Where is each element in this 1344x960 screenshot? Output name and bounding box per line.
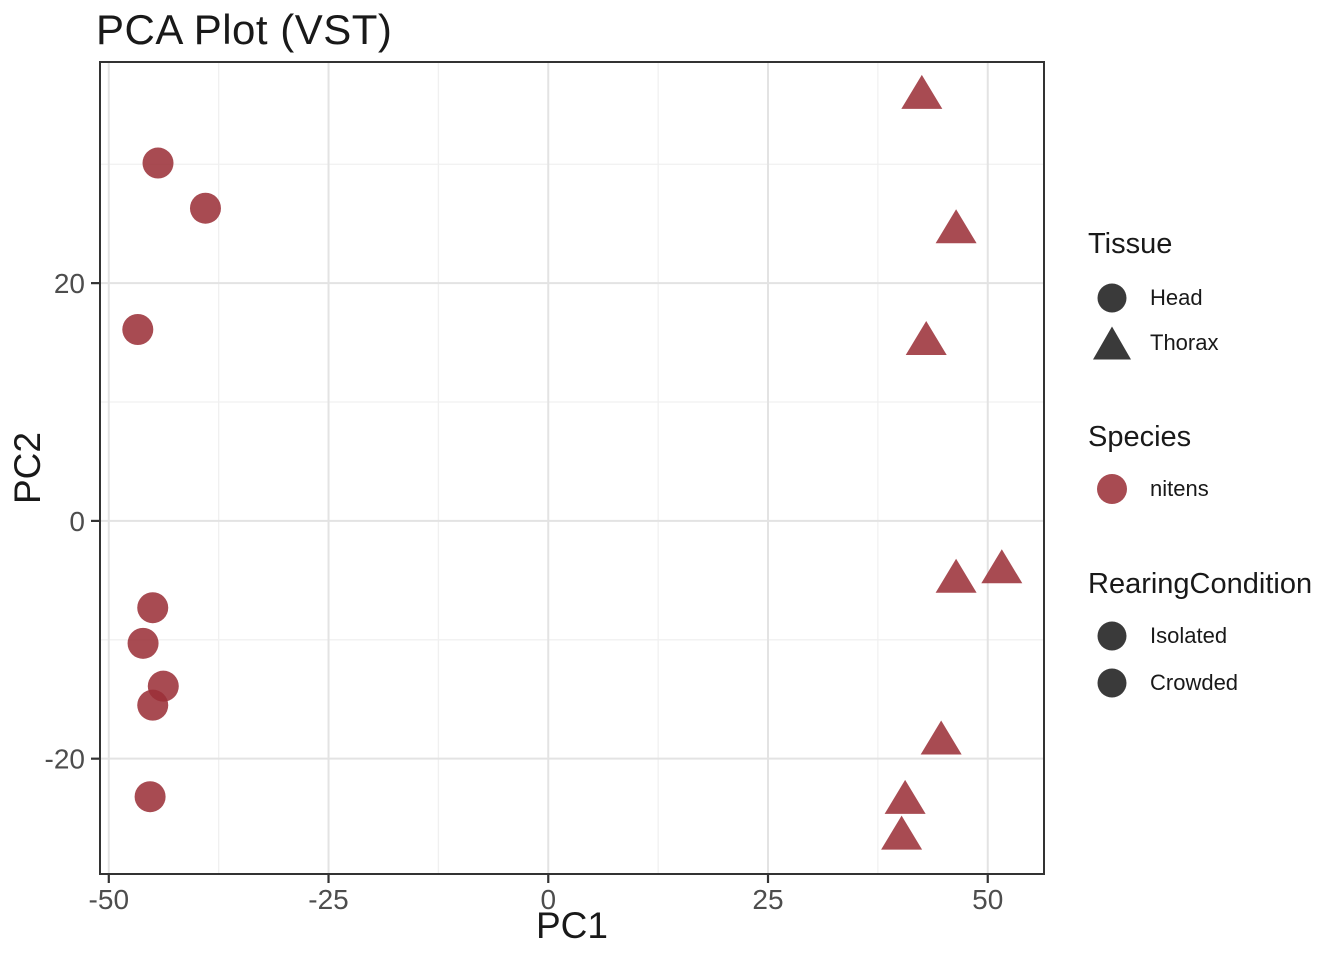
legend-title-rearing-condition: RearingCondition: [1088, 568, 1313, 600]
legend-title-tissue: Tissue: [1088, 228, 1173, 260]
x-tick-label: 25: [752, 884, 783, 915]
crowded-circle-icon: [1097, 668, 1127, 698]
y-axis-title: PC2: [7, 432, 48, 504]
legend-item-crowded: Crowded: [1092, 665, 1238, 701]
x-tick-label: -50: [89, 884, 129, 915]
y-tick-label: 0: [69, 506, 85, 537]
data-point-thorax: [920, 720, 962, 755]
data-point-head: [137, 689, 169, 721]
data-point-thorax: [884, 779, 926, 814]
legend-label: nitens: [1150, 476, 1209, 501]
legend-title-species: Species: [1088, 421, 1192, 453]
data-point-head: [134, 781, 166, 813]
data-point-thorax: [905, 321, 947, 356]
isolated-circle-icon: [1097, 621, 1127, 651]
data-point-thorax: [881, 815, 923, 850]
y-tick-label: 20: [54, 268, 85, 299]
legend-item-thorax: Thorax: [1092, 325, 1218, 361]
legend-label: Thorax: [1150, 330, 1219, 355]
legend-item-head: Head: [1092, 280, 1203, 316]
panel-border: [99, 61, 1045, 875]
data-point-head: [189, 192, 221, 224]
legend-label: Isolated: [1150, 623, 1228, 648]
plot-title: PCA Plot (VST): [96, 6, 393, 53]
legend-label: Head: [1150, 285, 1203, 310]
data-point-head: [127, 627, 159, 659]
x-tick-label: 0: [540, 884, 556, 915]
data-point-thorax: [935, 558, 977, 593]
head-circle-icon: [1097, 283, 1127, 313]
x-axis-title: PC1: [536, 905, 608, 946]
x-tick-label: 50: [972, 884, 1003, 915]
data-point-thorax: [981, 549, 1023, 584]
y-tick-label: -20: [45, 744, 85, 775]
legend-label: Crowded: [1150, 670, 1239, 695]
data-point-thorax: [901, 74, 943, 109]
data-point-head: [137, 592, 169, 624]
data-point-head: [122, 313, 154, 345]
legend-item-nitens: nitens: [1092, 471, 1209, 507]
thorax-triangle-icon: [1093, 326, 1131, 360]
legend-item-isolated: Isolated: [1092, 618, 1227, 654]
nitens-circle-icon: [1097, 474, 1127, 504]
data-point-head: [142, 147, 174, 179]
data-point-thorax: [935, 209, 977, 244]
x-tick-label: -25: [308, 884, 348, 915]
